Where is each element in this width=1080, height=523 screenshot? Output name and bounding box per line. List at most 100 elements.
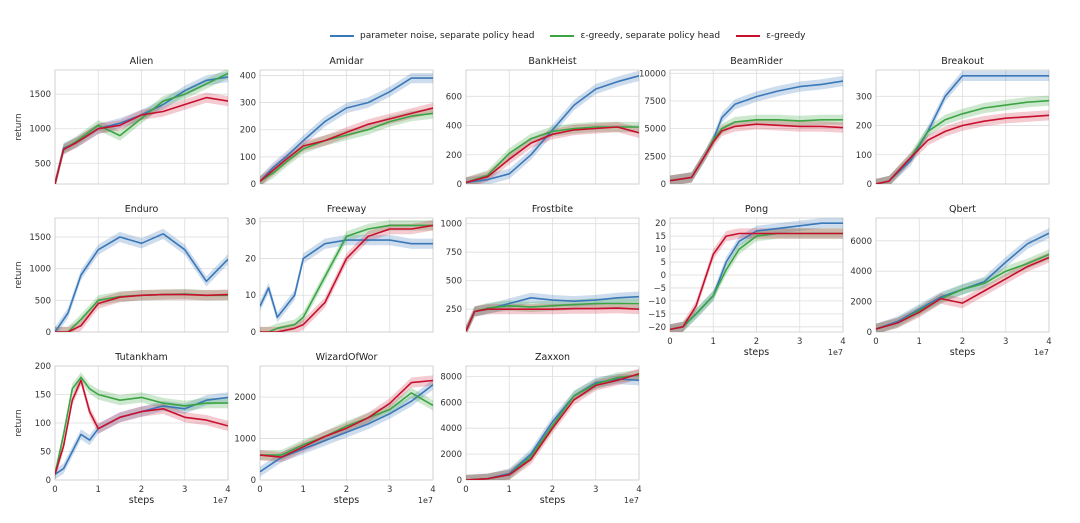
chart-panel-breakout: 0 100 200 300 Breakout bbox=[856, 56, 1050, 190]
legend-item: ε-greedy, separate policy head bbox=[550, 31, 720, 41]
legend-swatch bbox=[330, 35, 354, 37]
y-tick-label: 0 bbox=[867, 180, 872, 190]
y-tick-label: 0 bbox=[661, 271, 666, 281]
y-tick-label: 20 bbox=[655, 219, 666, 229]
series-band-1 bbox=[876, 70, 1049, 184]
y-axis-label: return bbox=[14, 409, 24, 437]
series-line-3 bbox=[55, 293, 228, 332]
x-tick-label: 1 bbox=[917, 337, 922, 347]
y-tick-label: 6000 bbox=[850, 237, 872, 247]
y-tick-label: 1500 bbox=[29, 90, 51, 100]
x-tick-label: 1 bbox=[507, 485, 512, 495]
legend-label: ε-greedy bbox=[766, 31, 806, 41]
y-tick-label: 10000 bbox=[639, 69, 666, 79]
chart-panel-zaxxon: 0 1 2 3 4 0 2000 4000 6000 8000 Zaxxon steps 1e7 bbox=[440, 352, 641, 506]
y-axis-label: return bbox=[14, 113, 24, 141]
y-tick-label: 150 bbox=[35, 391, 51, 401]
chart-panel-pong: 0 1 2 3 4 −20 −15 −10 −5 0 5 10 15 20 Pong steps 1e7 bbox=[648, 204, 846, 358]
x-tick-label: 3 bbox=[1003, 337, 1008, 347]
series-line-1 bbox=[260, 77, 433, 182]
x-axis-exponent: 1e7 bbox=[213, 496, 228, 505]
y-tick-label: 1000 bbox=[440, 220, 462, 230]
y-tick-label: −15 bbox=[648, 310, 666, 320]
plot-frame bbox=[54, 217, 229, 333]
plot-frame bbox=[259, 69, 434, 185]
plot-frame bbox=[259, 365, 434, 481]
y-tick-label: 1000 bbox=[29, 125, 51, 135]
y-tick-label: 0 bbox=[46, 476, 51, 486]
y-tick-label: 5000 bbox=[644, 125, 666, 135]
y-tick-label: 30 bbox=[245, 218, 256, 228]
series-band-2 bbox=[466, 298, 639, 332]
panel-title: Tutankham bbox=[114, 352, 168, 363]
chart-panel-bankheist: 0 200 400 600 BankHeist bbox=[446, 56, 640, 190]
panel-title: BeamRider bbox=[730, 56, 783, 67]
panel-title: Frostbite bbox=[532, 204, 573, 215]
y-tick-label: 200 bbox=[856, 122, 872, 132]
chart-panel-beamrider: 0 2500 5000 7500 10000 BeamRider bbox=[639, 56, 844, 190]
y-tick-label: 0 bbox=[251, 476, 256, 486]
series-band-1 bbox=[466, 70, 639, 184]
y-tick-label: 10 bbox=[655, 245, 666, 255]
y-tick-label: 250 bbox=[446, 305, 462, 315]
y-tick-label: 0 bbox=[46, 328, 51, 338]
y-tick-label: 1500 bbox=[29, 233, 51, 243]
y-tick-label: 50 bbox=[40, 448, 51, 458]
legend-label: parameter noise, separate policy head bbox=[360, 31, 535, 41]
x-tick-label: 0 bbox=[667, 337, 672, 347]
chart-panel-tutankham: 0 1 2 3 4 0 50 100 150 200 Tutankham return steps 1e7 bbox=[14, 352, 231, 506]
chart-panel-amidar: 0 100 200 300 400 Amidar bbox=[240, 56, 434, 190]
y-tick-label: 1000 bbox=[234, 435, 256, 445]
plot-frame bbox=[669, 217, 844, 333]
chart-panel-alien: 500 1000 1500 Alien return bbox=[14, 56, 229, 185]
x-tick-label: 3 bbox=[182, 485, 187, 495]
chart-panel-enduro: 0 500 1000 1500 Enduro return bbox=[14, 204, 229, 338]
series-line-2 bbox=[260, 112, 433, 182]
series-line-3 bbox=[260, 379, 433, 459]
series-band-1 bbox=[876, 228, 1049, 332]
x-tick-label: 2 bbox=[754, 337, 759, 347]
y-tick-label: −5 bbox=[653, 284, 666, 294]
series-line-2 bbox=[55, 376, 228, 475]
series-band-1 bbox=[55, 71, 228, 184]
plot-frame bbox=[465, 365, 640, 481]
series-band-3 bbox=[260, 375, 433, 463]
y-tick-label: 0 bbox=[867, 328, 872, 338]
x-axis-label: steps bbox=[129, 495, 155, 506]
y-tick-label: 600 bbox=[446, 92, 462, 102]
x-tick-label: 2 bbox=[960, 337, 965, 347]
series-line-2 bbox=[260, 224, 433, 332]
y-tick-label: 300 bbox=[240, 99, 256, 109]
y-tick-label: 0 bbox=[661, 180, 666, 190]
panel-title: Zaxxon bbox=[535, 352, 570, 363]
plot-frame bbox=[465, 217, 640, 333]
x-axis-label: steps bbox=[744, 347, 770, 358]
x-tick-label: 3 bbox=[593, 485, 598, 495]
chart-panel-qbert: 0 1 2 3 4 0 2000 4000 6000 Qbert steps 1e7 bbox=[850, 204, 1051, 358]
legend-swatch bbox=[736, 35, 761, 37]
panel-title: Amidar bbox=[329, 56, 363, 67]
x-axis-label: steps bbox=[334, 495, 360, 506]
x-tick-label: 4 bbox=[636, 485, 641, 495]
x-tick-label: 4 bbox=[225, 485, 230, 495]
y-tick-label: 0 bbox=[251, 328, 256, 338]
legend-item: ε-greedy bbox=[736, 31, 806, 41]
series-band-2 bbox=[260, 387, 433, 461]
y-tick-label: 6000 bbox=[440, 398, 462, 408]
chart-panel-wizardofwor: 0 1 2 3 4 0 1000 2000 WizardOfWor steps 1e7 bbox=[234, 352, 435, 506]
panel-title: Freeway bbox=[327, 204, 367, 215]
series-line-3 bbox=[670, 123, 843, 182]
y-tick-label: 0 bbox=[457, 476, 462, 486]
series-line-3 bbox=[55, 379, 228, 475]
x-axis-exponent: 1e7 bbox=[1034, 348, 1049, 357]
panel-title: Pong bbox=[745, 204, 768, 215]
y-tick-label: 8000 bbox=[440, 372, 462, 382]
series-line-3 bbox=[876, 256, 1049, 330]
y-tick-label: 200 bbox=[446, 151, 462, 161]
x-tick-label: 2 bbox=[344, 485, 349, 495]
series-line-3 bbox=[466, 373, 639, 480]
x-axis-label: steps bbox=[950, 347, 976, 358]
x-axis-label: steps bbox=[540, 495, 566, 506]
panel-title: Breakout bbox=[941, 56, 984, 67]
